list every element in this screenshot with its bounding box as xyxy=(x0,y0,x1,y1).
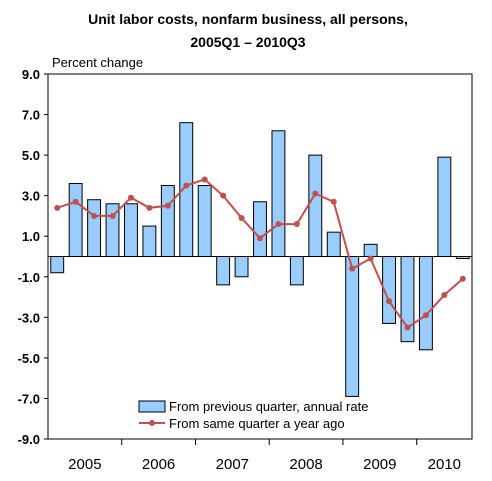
y-tick-label: -9.0 xyxy=(18,432,40,447)
y-tick-label: -3.0 xyxy=(18,310,40,325)
line-point-2006Q3 xyxy=(164,202,171,209)
bar-2010Q2 xyxy=(437,156,452,257)
line-point-2010Q3 xyxy=(459,275,466,282)
line-point-2007Q2 xyxy=(220,192,227,199)
bar-2008Q2 xyxy=(289,256,304,286)
legend-swatch-marker xyxy=(149,420,155,426)
legend-label-line: From same quarter a year ago xyxy=(169,416,345,431)
line-point-2008Q4 xyxy=(330,198,337,205)
line-point-2008Q2 xyxy=(293,221,300,228)
y-tick-label: 3.0 xyxy=(22,189,40,204)
line-point-2005Q4 xyxy=(109,212,116,219)
chart-title-line1: Unit labor costs, nonfarm business, all … xyxy=(88,11,408,27)
bar-2010Q1 xyxy=(418,256,433,351)
bar-2005Q1 xyxy=(50,256,65,274)
line-point-2006Q2 xyxy=(146,204,153,211)
bars xyxy=(50,122,470,397)
line-point-2008Q1 xyxy=(275,221,282,228)
bar-2007Q3 xyxy=(234,256,249,278)
bar-2005Q3 xyxy=(87,199,102,258)
x-tick-label: 2006 xyxy=(142,456,175,473)
bar-2006Q2 xyxy=(142,225,157,257)
line-point-2006Q1 xyxy=(127,194,134,201)
y-tick-label: -5.0 xyxy=(18,351,40,366)
line-point-2005Q2 xyxy=(72,198,79,205)
bar-2006Q1 xyxy=(124,203,138,257)
x-tick-label: 2007 xyxy=(216,456,249,473)
line-point-2007Q3 xyxy=(238,214,245,221)
y-ticks: 9.0 7.0 5.0 3.0 1.0 -1.0 -3.0 -5.0 -7.0 -9.0 xyxy=(18,67,48,447)
x-tick-label: 2008 xyxy=(289,456,322,473)
y-axis-label: Percent change xyxy=(52,55,143,70)
bar-2009Q1 xyxy=(345,256,360,397)
legend-label-bar: From previous quarter, annual rate xyxy=(169,399,368,414)
y-tick-label: -7.0 xyxy=(18,391,40,406)
line-series xyxy=(54,176,466,331)
bar-2005Q2 xyxy=(68,183,83,257)
y-tick-label: 7.0 xyxy=(22,108,40,123)
line-point-2009Q1 xyxy=(349,265,356,272)
bar-2009Q2 xyxy=(363,243,378,257)
bar-2006Q3 xyxy=(160,185,175,257)
line-point-2005Q1 xyxy=(54,204,61,211)
line-point-2009Q2 xyxy=(367,255,374,262)
y-tick-label: 9.0 xyxy=(22,67,40,82)
x-tick-label: 2005 xyxy=(68,456,101,473)
y-tick-label: 5.0 xyxy=(22,148,40,163)
line-point-2006Q4 xyxy=(183,182,190,189)
bar-2008Q4 xyxy=(326,231,341,258)
y-tick-label: 1.0 xyxy=(22,229,40,244)
x-tick-label: 2010 xyxy=(428,456,461,473)
bar-2007Q2 xyxy=(216,256,231,286)
line-point-2007Q4 xyxy=(257,235,263,242)
line-point-2007Q1 xyxy=(201,176,208,183)
x-tick-label: 2009 xyxy=(363,456,396,473)
line-point-2008Q3 xyxy=(312,190,319,197)
bar-2007Q4 xyxy=(253,201,267,257)
line-point-2005Q3 xyxy=(91,212,98,219)
line-point-2009Q3 xyxy=(386,298,393,305)
x-ticks: 2005 2006 2007 2008 2009 2010 xyxy=(68,439,461,473)
line-point-2009Q4 xyxy=(404,324,411,331)
line-point-2010Q2 xyxy=(441,292,448,299)
line-point-2010Q1 xyxy=(422,312,429,319)
bar-2008Q3 xyxy=(308,154,323,257)
bar-2007Q1 xyxy=(197,185,212,257)
chart-title-line2: 2005Q1 – 2010Q3 xyxy=(190,34,305,50)
legend-swatch-bar xyxy=(138,400,166,413)
y-tick-label: -1.0 xyxy=(18,270,40,285)
legend: From previous quarter, annual rate From … xyxy=(138,399,368,431)
bar-2008Q1 xyxy=(271,130,286,257)
